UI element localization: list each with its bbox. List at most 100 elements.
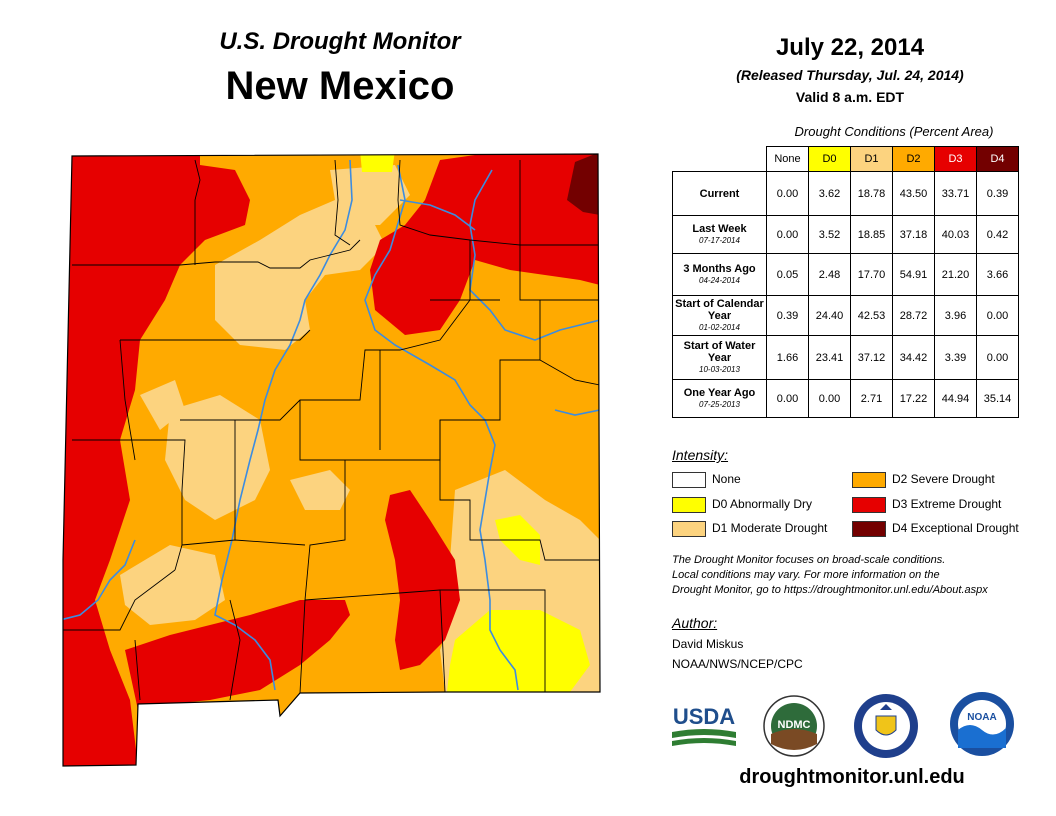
column-header: D0 bbox=[808, 146, 851, 172]
canadian-river bbox=[469, 169, 600, 341]
d1-area-central-west bbox=[165, 395, 270, 520]
table-cell: 3.96 bbox=[934, 295, 977, 336]
table-cell: 33.71 bbox=[934, 171, 977, 216]
table-cell: 40.03 bbox=[934, 215, 977, 254]
table-cell: 24.40 bbox=[808, 295, 851, 336]
row-label: One Year Ago 07-25-2013 bbox=[672, 379, 767, 418]
table-cell: 2.48 bbox=[808, 253, 851, 296]
table-row: Start of Calendar Year 01-02-2014 0.39 24.4… bbox=[672, 295, 1019, 336]
table-cell: 18.85 bbox=[850, 215, 893, 254]
map-title: New Mexico bbox=[225, 64, 455, 108]
county-lines bbox=[63, 159, 600, 701]
author-title: Author: bbox=[672, 615, 718, 631]
row-label: Last Week 07-17-2014 bbox=[672, 215, 767, 254]
table-cell: 0.00 bbox=[976, 335, 1019, 380]
table-cell: 3.62 bbox=[808, 171, 851, 216]
note-line: Drought Monitor, go to https://droughtmo… bbox=[672, 584, 988, 596]
column-header: D4 bbox=[976, 146, 1019, 172]
d3-area-south-central bbox=[385, 490, 460, 670]
table-cell: 0.39 bbox=[766, 295, 809, 336]
table-cell: 17.70 bbox=[850, 253, 893, 296]
d4-area-northeast bbox=[567, 154, 600, 215]
map-subtitle: U.S. Drought Monitor bbox=[219, 28, 461, 55]
table-corner bbox=[673, 147, 767, 172]
state-outline bbox=[62, 153, 601, 767]
east-river bbox=[554, 409, 600, 416]
legend-item-d1: D1 Moderate Drought bbox=[672, 520, 827, 537]
table-cell: 0.39 bbox=[976, 171, 1019, 216]
column-header: D2 bbox=[892, 146, 935, 172]
legend-swatch bbox=[672, 520, 706, 537]
table-cell: 3.39 bbox=[934, 335, 977, 380]
legend-swatch bbox=[672, 471, 706, 488]
table-cell: 2.71 bbox=[850, 379, 893, 418]
legend-swatch bbox=[672, 496, 706, 513]
legend-title: Intensity: bbox=[672, 447, 729, 463]
table-cell: 3.52 bbox=[808, 215, 851, 254]
map-date: July 22, 2014 bbox=[775, 34, 925, 61]
release-date: (Released Thursday, Jul. 24, 2014) bbox=[736, 67, 964, 83]
table-cell: 0.00 bbox=[808, 379, 851, 418]
table-cell: 0.00 bbox=[766, 171, 809, 216]
table-cell: 28.72 bbox=[892, 295, 935, 336]
table-cell: 3.66 bbox=[976, 253, 1019, 296]
ndmc-logo-text: NDMC bbox=[778, 719, 811, 731]
table-row: Last Week 07-17-2014 0.00 3.52 18.85 37.18 40.… bbox=[672, 215, 1019, 254]
table-row: One Year Ago 07-25-2013 0.00 0.00 2.71 17.22 4… bbox=[672, 379, 1019, 418]
table-caption: Drought Conditions (Percent Area) bbox=[794, 124, 994, 139]
gila-river bbox=[63, 539, 136, 621]
table-cell: 0.00 bbox=[766, 215, 809, 254]
table-cell: 21.20 bbox=[934, 253, 977, 296]
d0-area-southeast bbox=[447, 610, 590, 692]
website-url[interactable]: droughtmonitor.unl.edu bbox=[739, 766, 965, 788]
table-row: 3 Months Ago 04-24-2014 0.05 2.48 17.70 54.91… bbox=[672, 253, 1019, 296]
d3-area-west bbox=[63, 154, 250, 766]
table-cell: 18.78 bbox=[850, 171, 893, 216]
usda-logo-text: USDA bbox=[673, 704, 735, 729]
d3-area-northeast bbox=[370, 154, 600, 335]
table-cell: 43.50 bbox=[892, 171, 935, 216]
table-cell: 37.18 bbox=[892, 215, 935, 254]
table-cell: 1.66 bbox=[766, 335, 809, 380]
san-juan-river bbox=[399, 199, 476, 231]
d1-area-southwest bbox=[120, 545, 225, 625]
row-label: Start of Calendar Year 01-02-2014 bbox=[672, 295, 767, 336]
table-cell: 42.53 bbox=[850, 295, 893, 336]
table-cell: 0.05 bbox=[766, 253, 809, 296]
column-header: None bbox=[766, 146, 809, 172]
d1-area-center bbox=[290, 470, 350, 510]
noaa-logo-text: NOAA bbox=[967, 712, 996, 723]
row-label: 3 Months Ago 04-24-2014 bbox=[672, 253, 767, 296]
note-line: The Drought Monitor focuses on broad-sca… bbox=[672, 554, 946, 566]
legend-swatch bbox=[852, 520, 886, 537]
rio-grande bbox=[214, 159, 353, 691]
new-mexico-drought-map bbox=[62, 153, 601, 767]
table-cell: 37.12 bbox=[850, 335, 893, 380]
table-cell: 54.91 bbox=[892, 253, 935, 296]
table-cell: 0.00 bbox=[976, 295, 1019, 336]
drought-conditions-table: None D0 D1 D2 D3 D4 Current 0.00 3.62 18.78… bbox=[672, 146, 1019, 418]
table-cell: 0.42 bbox=[976, 215, 1019, 254]
legend-swatch bbox=[852, 496, 886, 513]
legend-item-d2: D2 Severe Drought bbox=[852, 471, 995, 488]
commerce-seal-logo bbox=[854, 694, 918, 758]
legend-swatch bbox=[852, 471, 886, 488]
d1-area-west bbox=[140, 380, 185, 430]
ndmc-logo: NDMC bbox=[763, 695, 825, 757]
table-cell: 34.42 bbox=[892, 335, 935, 380]
author-organization: NOAA/NWS/NCEP/CPC bbox=[672, 657, 803, 671]
table-row: Current 0.00 3.62 18.78 43.50 33.71 0.39 bbox=[672, 171, 1019, 216]
d1-area-north bbox=[215, 200, 385, 350]
legend-item-d3: D3 Extreme Drought bbox=[852, 496, 1001, 513]
usda-logo: USDA bbox=[672, 704, 736, 746]
note-line: Local conditions may vary. For more info… bbox=[672, 569, 940, 581]
legend-item-none: None bbox=[672, 471, 741, 488]
valid-time: Valid 8 a.m. EDT bbox=[795, 89, 905, 105]
row-label: Start of Water Year 10-03-2013 bbox=[672, 335, 767, 380]
column-header: D1 bbox=[850, 146, 893, 172]
disclaimer-note: The Drought Monitor focuses on broad-sca… bbox=[672, 553, 1042, 598]
table-header-row: None D0 D1 D2 D3 D4 bbox=[673, 146, 1019, 172]
table-cell: 17.22 bbox=[892, 379, 935, 418]
legend-item-d4: D4 Exceptional Drought bbox=[852, 520, 1019, 537]
legend-item-d0: D0 Abnormally Dry bbox=[672, 496, 812, 513]
